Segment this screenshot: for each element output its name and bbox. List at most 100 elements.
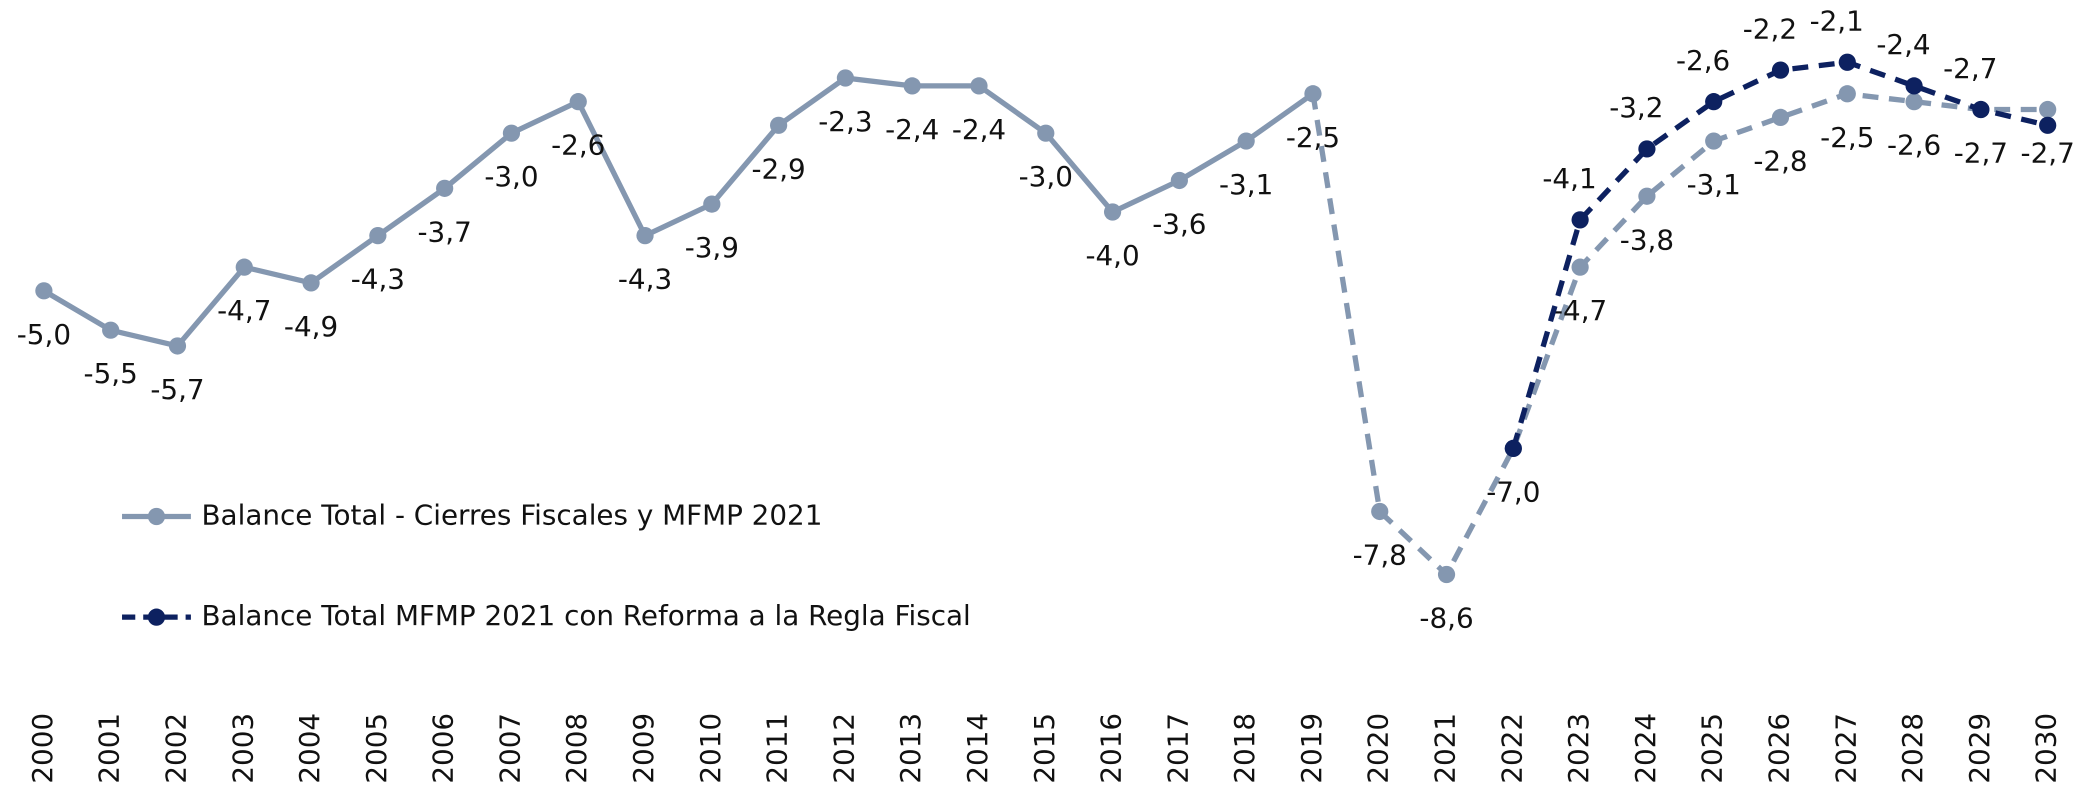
data-label: -4,0 [1085, 239, 1139, 272]
data-label: -5,7 [150, 373, 204, 406]
x-tick-label: 2013 [894, 713, 927, 784]
data-point [1771, 61, 1790, 79]
data-point [102, 321, 120, 339]
x-tick-label: 2018 [1228, 713, 1261, 784]
x-tick-label: 2028 [1896, 713, 1929, 784]
data-point [369, 227, 387, 245]
data-point [1838, 53, 1856, 71]
legend-marker [147, 608, 166, 626]
x-tick-label: 2008 [560, 713, 593, 784]
data-point [1905, 77, 1923, 95]
x-tick-label: 2009 [627, 713, 660, 784]
x-tick-label: 2012 [827, 713, 860, 784]
data-label: -2,2 [1743, 12, 1797, 45]
data-label: -2,7 [1943, 52, 1997, 85]
data-label: -2,7 [1954, 137, 2008, 170]
data-label: -2,4 [885, 113, 939, 146]
x-tick-label: 2005 [360, 713, 393, 784]
legend-label: Balance Total MFMP 2021 con Reforma a la… [201, 599, 970, 632]
data-label: -2,9 [751, 152, 805, 185]
data-point [703, 195, 721, 213]
data-label: -2,5 [1286, 121, 1340, 154]
x-tick-label: 2004 [293, 713, 326, 784]
data-point [903, 77, 921, 95]
data-label: -4,7 [217, 294, 271, 327]
data-point [1304, 85, 1322, 103]
data-label: -3,2 [1609, 91, 1663, 124]
series-line [42, 75, 1315, 349]
data-point [1705, 93, 1723, 111]
data-point [436, 179, 454, 197]
data-label: -3,9 [685, 231, 739, 264]
data-point [1437, 565, 1456, 584]
x-tick-label: 2011 [761, 713, 794, 784]
data-point [770, 116, 788, 134]
data-point [1103, 203, 1122, 221]
data-label: -3,7 [418, 215, 472, 248]
data-label: -4,3 [618, 263, 672, 296]
data-point [1571, 211, 1589, 229]
data-point [1638, 140, 1656, 158]
data-label: -3,1 [1687, 168, 1741, 201]
x-tick-label: 2021 [1429, 713, 1462, 784]
x-tick-label: 2023 [1562, 713, 1595, 784]
data-label: -8,6 [1419, 602, 1473, 635]
data-label: -4,1 [1542, 162, 1596, 195]
data-label: -2,4 [1876, 28, 1930, 61]
data-point [1705, 132, 1723, 150]
x-tick-label: 2014 [961, 713, 994, 784]
data-label: -3,1 [1219, 168, 1273, 201]
data-label: -5,0 [17, 318, 71, 351]
data-point [168, 337, 187, 355]
data-label: -2,1 [1810, 5, 1864, 38]
data-label: -5,5 [84, 357, 138, 390]
data-label: -2,6 [1676, 44, 1730, 77]
x-tick-label: 2015 [1028, 713, 1061, 784]
x-tick-label: 2000 [26, 713, 59, 784]
data-point [1037, 124, 1055, 142]
data-label: -4,3 [351, 263, 405, 296]
x-tick-label: 2030 [2030, 713, 2063, 784]
data-point [1571, 258, 1589, 276]
x-tick-label: 2002 [159, 713, 192, 784]
data-label: -2,7 [2021, 137, 2075, 170]
legend-label: Balance Total - Cierres Fiscales y MFMP … [201, 499, 822, 532]
data-point [1371, 502, 1389, 521]
data-point [1638, 187, 1656, 205]
data-point [1237, 132, 1255, 150]
data-label: -4,9 [284, 310, 338, 343]
data-point [970, 77, 988, 95]
data-point [235, 258, 253, 276]
data-point [302, 274, 320, 292]
data-label: -7,8 [1353, 538, 1407, 571]
data-label: -2,5 [1820, 121, 1874, 154]
x-tick-label: 2016 [1095, 713, 1128, 784]
data-point [1905, 93, 1923, 111]
data-point [35, 282, 53, 300]
x-tick-label: 2026 [1763, 713, 1796, 784]
data-point [1170, 171, 1188, 190]
data-label: -3,0 [484, 160, 538, 193]
x-tick-label: 2029 [1963, 713, 1996, 784]
data-point [1972, 100, 1990, 119]
data-label: -3,0 [1019, 160, 1073, 193]
x-tick-label: 2010 [694, 713, 727, 784]
data-point [2039, 100, 2057, 119]
x-tick-label: 2020 [1362, 713, 1395, 784]
x-tick-label: 2007 [493, 713, 526, 784]
x-tick-label: 2022 [1495, 713, 1528, 784]
data-label: -2,4 [952, 113, 1006, 146]
data-label: -3,6 [1152, 207, 1206, 240]
data-label: -2,6 [1887, 129, 1941, 162]
x-tick-label: 2006 [427, 713, 460, 784]
data-label: -3,8 [1620, 223, 1674, 256]
data-point [1771, 108, 1790, 127]
data-point [502, 124, 521, 142]
x-tick-label: 2019 [1295, 713, 1328, 784]
data-point [836, 69, 855, 87]
series-line [1310, 91, 2048, 579]
x-tick-label: 2001 [93, 713, 126, 784]
x-tick-label: 2025 [1696, 713, 1729, 784]
